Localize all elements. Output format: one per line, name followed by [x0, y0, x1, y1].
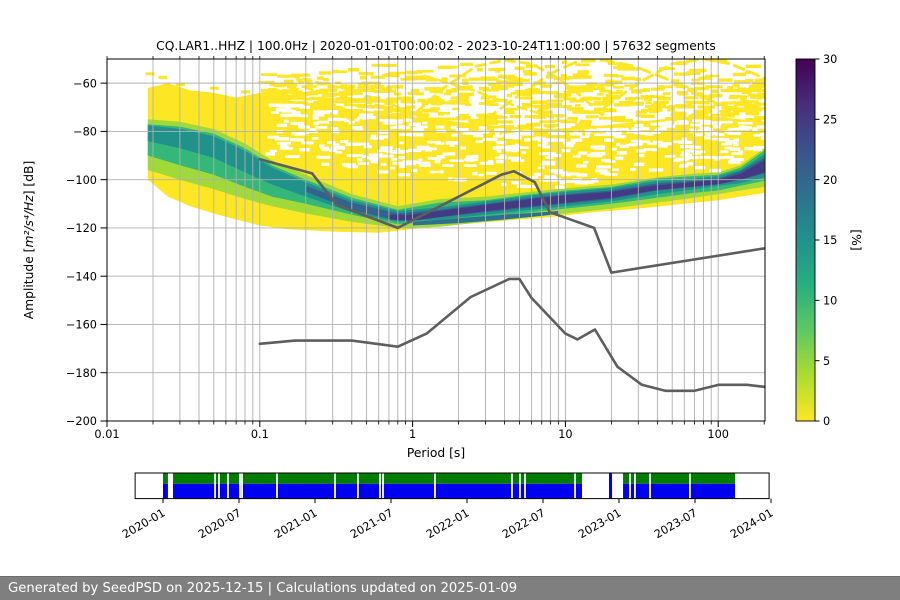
coverage-gap [634, 473, 636, 499]
coverage-frame [134, 472, 770, 500]
coverage-tick-label: 2023-01 [576, 506, 623, 541]
coverage-tick-label: 2021-01 [272, 506, 319, 541]
y-tick-label: −140 [66, 270, 97, 283]
coverage-gap [689, 473, 691, 499]
coverage-tick-label: 2024-01 [728, 506, 775, 541]
y-tick-label: −180 [66, 367, 97, 380]
colorbar-label: [%] [849, 229, 863, 250]
left-dash [301, 92, 311, 96]
colorbar-tick-label: 15 [823, 234, 837, 247]
left-dash [175, 83, 185, 87]
coverage-gap [434, 473, 436, 499]
coverage-gap [357, 473, 359, 499]
left-dash [286, 85, 296, 89]
noise-arc [404, 59, 606, 124]
x-tick-label: 100 [707, 428, 729, 441]
coverage-tick-label: 2020-07 [196, 506, 243, 541]
y-axis-label: Amplitude [m²/s⁴/Hz] [dB] [22, 161, 36, 320]
y-tick-label: −100 [66, 174, 97, 187]
x-axis-label: Period [s] [407, 446, 465, 460]
colorbar-tick-label: 5 [823, 355, 830, 368]
x-tick-label: 10 [558, 428, 572, 441]
colorbar-tick-label: 0 [823, 415, 830, 428]
coverage-tick-label: 2022-07 [500, 506, 547, 541]
coverage-gap [524, 473, 526, 499]
coverage-gap [629, 473, 631, 499]
colorbar-tick-label: 10 [823, 295, 837, 308]
nhnm-line [258, 157, 765, 274]
ppsd-chart-svg: 0.01 0.1 1 10 100−60−80−100−120−140−160−180−… [22, 39, 863, 541]
grid-lines [107, 59, 765, 421]
x-tick-label: 0.01 [94, 428, 119, 441]
coverage-gap [239, 473, 241, 499]
plot-frame [106, 58, 766, 422]
noise-arc [289, 74, 407, 111]
y-tick-label: −60 [73, 77, 97, 90]
footer-bar: Generated by SeedPSD on 2025-12-15 | Cal… [0, 576, 900, 600]
colorbar: 0 5 10 15 20 25 30 [795, 53, 837, 428]
y-tick-label: −160 [66, 319, 97, 332]
x-tick-label: 1 [409, 428, 416, 441]
plot-area [107, 59, 765, 421]
coverage-sliver [608, 473, 613, 499]
band-dark-core [388, 160, 765, 221]
coverage-highlight-segment [173, 473, 583, 484]
coverage-data-segment [173, 483, 583, 499]
coverage-gap [241, 473, 243, 499]
coverage-gap [334, 473, 336, 499]
left-dash [209, 86, 219, 90]
coverage-gap [519, 473, 521, 499]
colorbar-tick-label: 25 [823, 114, 837, 127]
coverage-gap [382, 473, 384, 499]
coverage-gap [574, 473, 576, 499]
plot-title: CQ.LAR1..HHZ | 100.0Hz | 2020-01-01T00:0… [156, 39, 716, 54]
y-tick-label: −120 [66, 222, 97, 235]
y-tick-label: −80 [73, 126, 97, 139]
coverage-gap [649, 473, 651, 499]
colorbar-tick-label: 20 [823, 174, 837, 187]
y-tick-label: −200 [66, 415, 97, 428]
y-axis: −60 −80 −100 −120 −140 −160 −180 −200 [66, 77, 107, 428]
coverage-bar: 2020-01 2020-07 2021-01 2021-07 2022-01 2022-… [120, 472, 776, 541]
x-axis: 0.01 0.1 1 10 100 [94, 56, 765, 441]
coverage-tick-label: 2023-07 [652, 506, 699, 541]
coverage-tick-label: 2022-01 [424, 506, 471, 541]
coverage-tick-label: 2021-07 [348, 506, 395, 541]
coverage-gap [218, 473, 220, 499]
coverage-gap [227, 473, 229, 499]
ppsd-density-cloud [147, 83, 765, 233]
left-dash [240, 90, 250, 94]
coverage-highlight-segment [163, 473, 168, 484]
left-dash [145, 72, 155, 76]
coverage-gap [379, 473, 381, 499]
colorbar-gradient [796, 59, 815, 421]
left-dash [158, 75, 168, 79]
left-dash [267, 87, 277, 91]
coverage-gap [276, 473, 278, 499]
coverage-highlight-segment [623, 473, 736, 484]
coverage-data-segment [163, 483, 168, 499]
x-tick-label: 0.1 [251, 428, 269, 441]
coverage-data-segment [623, 483, 736, 499]
coverage-gap [511, 473, 513, 499]
nlnm-line [258, 277, 765, 393]
coverage-tick-label: 2020-01 [120, 506, 167, 541]
footer-text: Generated by SeedPSD on 2025-12-15 | Cal… [8, 581, 518, 596]
colorbar-tick-label: 30 [823, 53, 837, 66]
coverage-gap [214, 473, 216, 499]
